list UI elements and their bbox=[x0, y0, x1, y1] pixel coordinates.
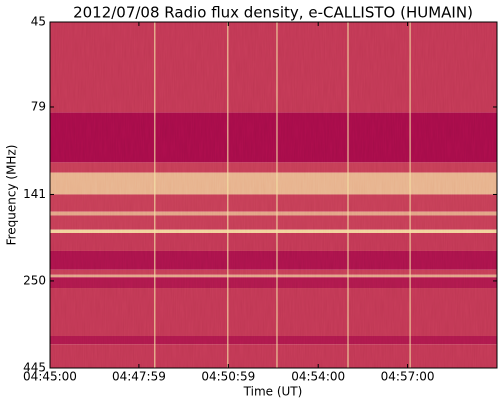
plot-frame bbox=[49, 21, 498, 369]
x-tick-label: 04:45:00 bbox=[23, 370, 77, 384]
x-tick-label: 04:47:59 bbox=[112, 370, 166, 384]
y-tick-label: 250 bbox=[23, 273, 46, 287]
y-tick-label: 445 bbox=[23, 361, 46, 375]
y-tick-label: 45 bbox=[31, 15, 46, 29]
x-tick-label: 04:50:59 bbox=[201, 370, 255, 384]
texture bbox=[50, 22, 497, 368]
y-axis-label: Frequency (MHz) bbox=[5, 145, 19, 246]
y-tick-label: 141 bbox=[23, 187, 46, 201]
x-tick-label: 04:54:00 bbox=[291, 370, 345, 384]
chart-title: 2012/07/08 Radio flux density, e-CALLIST… bbox=[73, 4, 473, 22]
x-tick-label: 04:57:00 bbox=[381, 370, 435, 384]
y-tick-label: 79 bbox=[31, 99, 46, 113]
x-axis-label: Time (UT) bbox=[243, 385, 303, 399]
